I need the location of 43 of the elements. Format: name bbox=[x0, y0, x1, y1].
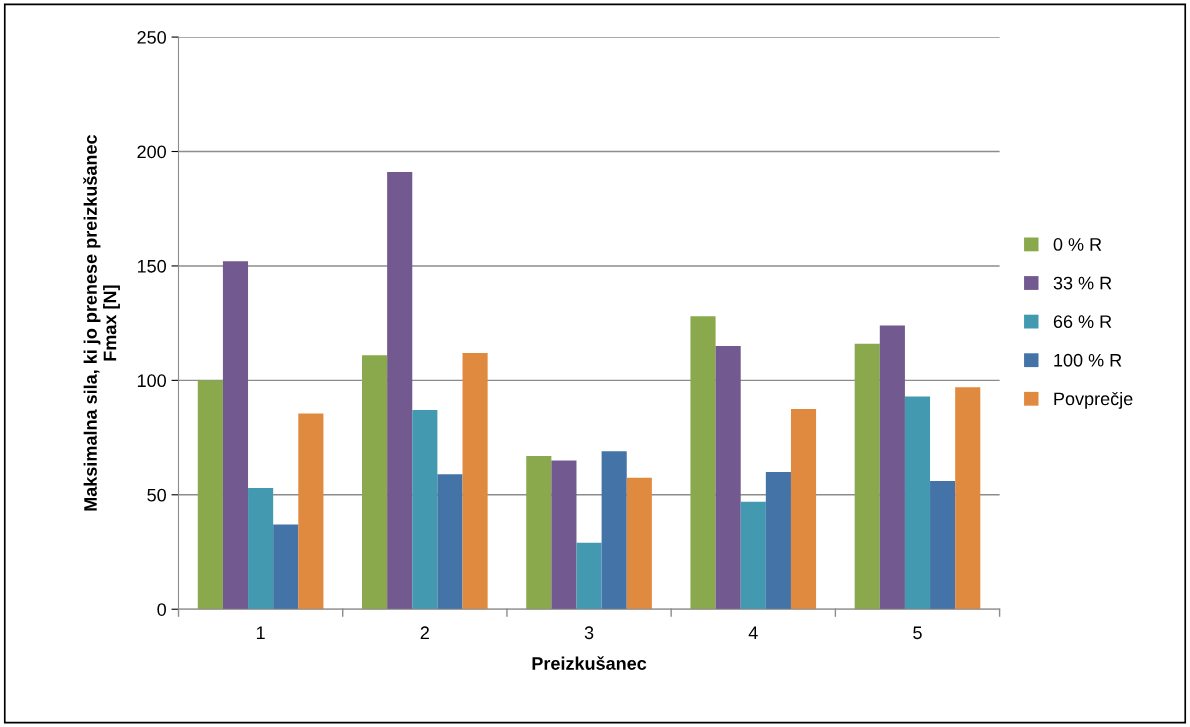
bar bbox=[690, 316, 716, 610]
bar bbox=[412, 410, 438, 610]
bar bbox=[362, 355, 388, 610]
y-tick-label: 0 bbox=[157, 603, 166, 616]
bar bbox=[715, 346, 741, 610]
bar bbox=[879, 325, 905, 610]
x-axis-title: Preizkušanec bbox=[532, 656, 647, 670]
bar bbox=[765, 471, 791, 610]
y-tick-label: 100 bbox=[137, 374, 166, 388]
y-tick-label: 250 bbox=[137, 31, 166, 44]
bar bbox=[601, 451, 627, 610]
bar bbox=[437, 474, 463, 610]
bar bbox=[222, 261, 249, 610]
bar bbox=[462, 352, 488, 610]
bar bbox=[740, 501, 766, 610]
bar bbox=[854, 343, 880, 610]
bar bbox=[930, 481, 956, 610]
legend-label: 100 % R bbox=[1054, 353, 1122, 367]
legend-label: 66 % R bbox=[1053, 315, 1112, 329]
bar bbox=[626, 477, 652, 610]
bar bbox=[790, 408, 817, 610]
x-tick-label: 5 bbox=[913, 626, 922, 640]
bar bbox=[551, 460, 577, 610]
y-tick-label: 200 bbox=[137, 145, 166, 159]
bar bbox=[273, 524, 299, 610]
bar bbox=[248, 487, 274, 610]
legend-label: Povprečje bbox=[1054, 391, 1133, 409]
bar bbox=[576, 542, 602, 610]
bar bbox=[197, 380, 223, 610]
bar bbox=[904, 396, 931, 610]
bar bbox=[526, 455, 552, 610]
legend-label: 33 % R bbox=[1053, 276, 1112, 290]
legend-label: 0 % R bbox=[1053, 238, 1102, 251]
bar bbox=[387, 172, 413, 610]
bar bbox=[955, 387, 981, 610]
x-tick-label: 2 bbox=[420, 626, 429, 639]
y-tick-label: 50 bbox=[147, 488, 166, 502]
x-tick-label: 4 bbox=[748, 626, 758, 639]
x-tick-label: 3 bbox=[584, 626, 594, 640]
y-axis-title: Maksimalna sila, ki jo prenese preizkušanec Fmax [N] bbox=[83, 134, 120, 511]
y-tick-label: 150 bbox=[137, 259, 166, 273]
x-tick-label: 1 bbox=[256, 626, 265, 639]
bar bbox=[298, 413, 324, 610]
